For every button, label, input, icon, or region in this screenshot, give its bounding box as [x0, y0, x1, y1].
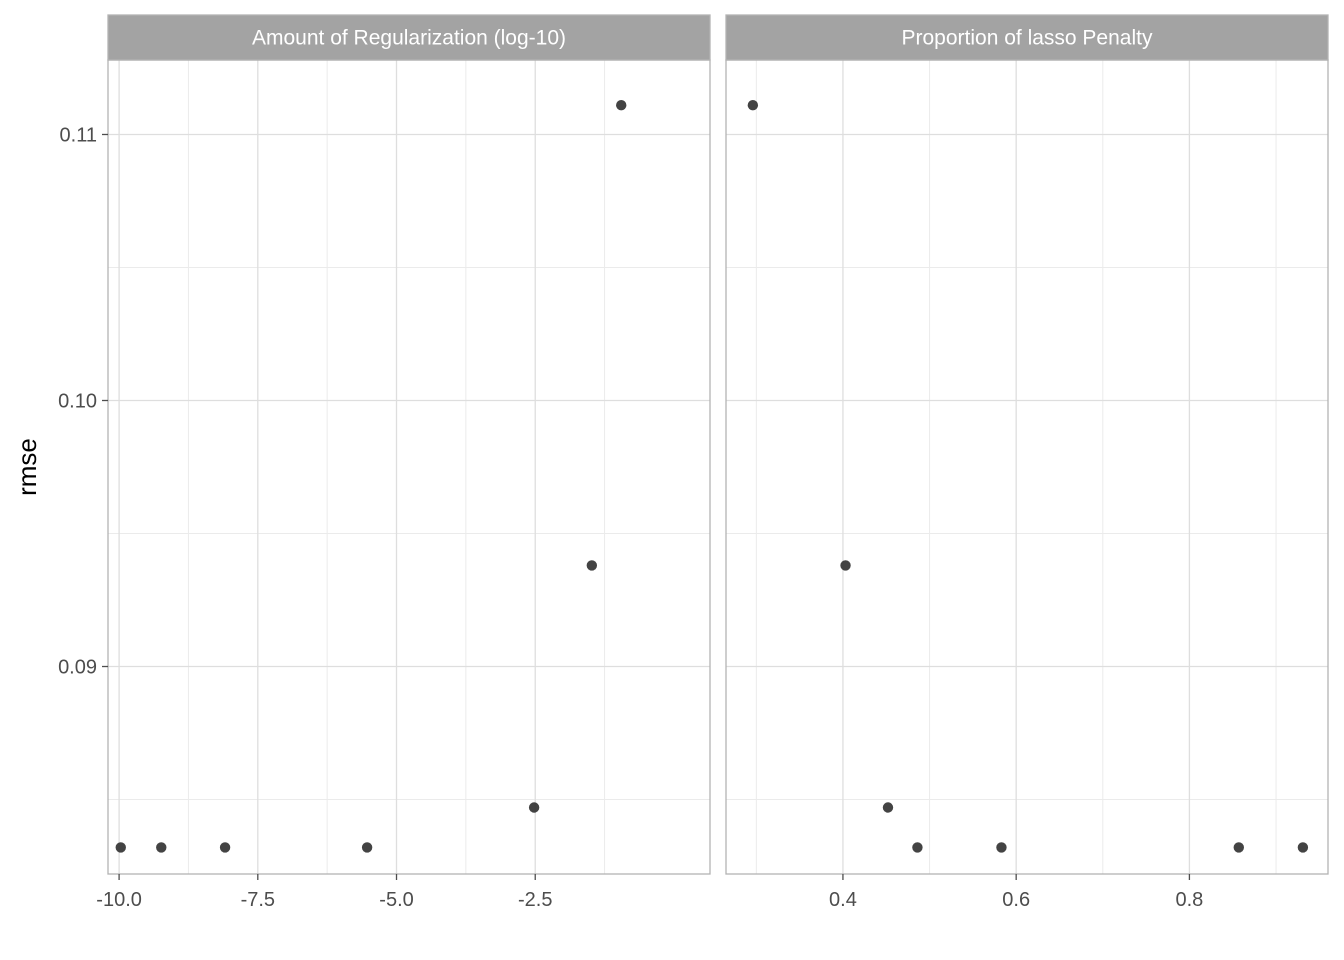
data-point [840, 560, 851, 571]
y-axis-tick-label: 0.09 [58, 657, 97, 679]
x-axis-tick-label: -5.0 [379, 889, 413, 911]
x-axis-tick-label: -10.0 [96, 889, 142, 911]
x-axis-tick-label: -7.5 [241, 889, 275, 911]
data-point [747, 100, 759, 111]
y-axis-tick-label: 0.10 [58, 390, 97, 412]
panel-background [726, 60, 1328, 874]
data-point [1233, 842, 1244, 853]
y-axis-title-group: rmse [12, 438, 42, 496]
x-axis-tick-label: -2.5 [518, 889, 552, 911]
panel-background [108, 60, 710, 874]
data-point [996, 842, 1007, 853]
facet-strip [107, 14, 711, 61]
data-point [219, 842, 231, 853]
facet-strip [725, 14, 1329, 61]
data-point [528, 802, 540, 813]
data-point [361, 842, 373, 853]
facet-strip-title: Amount of Regularization (log-10) [252, 27, 566, 50]
facet-panel-1: Amount of Regularization (log-10) -10.0 -7… [58, 14, 711, 911]
x-axis-tick-label: 0.6 [1002, 889, 1030, 911]
data-point [912, 842, 923, 853]
y-axis-tick-label: 0.11 [60, 124, 97, 146]
data-point [115, 842, 126, 853]
data-point [616, 100, 627, 111]
x-axis-tick-label: 0.8 [1176, 889, 1204, 911]
facet-strip-title: Proportion of lasso Penalty [902, 27, 1153, 50]
data-point [156, 842, 167, 853]
data-point [586, 560, 598, 571]
x-axis-tick-label: 0.4 [829, 889, 857, 911]
data-point [1297, 842, 1309, 853]
y-axis-title: rmse [12, 438, 42, 496]
facet-panels: Amount of Regularization (log-10) -10.0 -7… [58, 14, 1329, 911]
facet-panel-2: Proportion of lasso Penalty 0.4 0.6 0.8 [725, 14, 1329, 911]
data-point [882, 802, 894, 813]
